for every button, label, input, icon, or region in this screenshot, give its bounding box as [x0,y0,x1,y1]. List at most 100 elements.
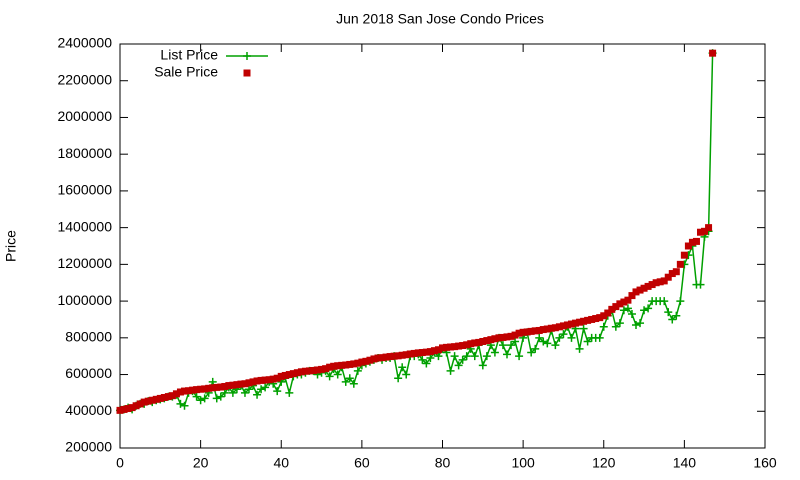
x-tick-label: 100 [511,455,535,471]
data-point [632,288,640,296]
data-point [180,401,189,410]
data-point [193,386,201,394]
data-point [680,251,688,259]
data-point [555,323,563,331]
data-point [543,325,551,333]
data-point [482,352,491,361]
data-point [660,297,669,306]
y-tick-label: 1400000 [57,218,112,234]
data-point [333,370,342,379]
data-point [470,352,479,361]
data-point [261,376,269,384]
data-point [144,397,152,405]
data-point [354,359,362,367]
data-point [599,322,608,331]
data-point [148,396,156,404]
data-point [374,354,382,362]
data-point [664,308,673,317]
y-tick-label: 1000000 [57,292,112,308]
data-point [627,309,636,318]
data-point [644,282,652,290]
data-point [580,317,588,325]
data-point [450,352,459,361]
data-point [567,333,576,342]
data-point [490,348,499,357]
data-point [640,306,649,315]
data-point [257,385,266,394]
data-point [402,351,410,359]
data-point [402,370,411,379]
data-point [273,387,282,396]
data-point [322,365,330,373]
data-point [447,343,455,351]
data-point [539,337,548,346]
data-point [390,352,398,360]
data-point [644,304,653,313]
x-tick-label: 140 [673,455,697,471]
data-point [205,384,213,392]
data-point [189,386,197,394]
data-point [350,360,358,368]
data-point [523,328,531,336]
data-point [394,352,402,360]
data-point [406,350,414,358]
y-tick-label: 1600000 [57,182,112,198]
data-point [410,349,418,357]
x-tick-label: 160 [753,455,777,471]
data-point [221,382,229,390]
data-point [434,352,443,361]
data-point [176,388,184,396]
data-point [426,354,435,363]
data-point [181,387,188,395]
data-point [628,292,636,300]
data-point [225,382,233,390]
data-point [200,394,209,403]
data-point [233,381,241,389]
data-point [616,300,624,308]
data-point [583,337,592,346]
data-point [471,339,479,347]
data-point [136,400,144,408]
data-point [197,385,205,393]
data-point [249,378,257,386]
data-point [608,305,616,313]
data-point [592,315,600,323]
data-point [636,286,644,294]
data-point [277,372,285,380]
data-point [623,304,632,313]
data-point [455,342,463,350]
data-point [152,395,160,403]
data-point [507,341,516,350]
data-point [684,242,692,250]
data-point [318,365,326,373]
data-point [543,339,552,348]
data-point [696,280,705,289]
data-point [120,405,128,413]
data-point [212,394,221,403]
data-point [128,404,136,412]
data-point [342,361,350,369]
data-point [422,359,431,368]
data-point [668,270,676,278]
x-tick-label: 60 [354,455,370,471]
data-point [467,340,475,348]
data-point [265,376,273,384]
data-point [595,333,604,342]
data-point [366,356,374,364]
data-point [454,361,463,370]
data-point [330,362,338,370]
data-point [346,360,354,368]
data-point [370,355,378,363]
data-point [559,322,567,330]
data-point [237,380,245,388]
legend-marker [243,52,251,60]
data-point [285,371,293,379]
data-point [611,322,620,331]
data-point [349,379,358,388]
data-point [310,367,317,375]
data-point [326,363,334,371]
data-point [495,334,503,342]
data-point [285,388,294,397]
data-point [676,260,684,268]
data-point [358,358,366,366]
